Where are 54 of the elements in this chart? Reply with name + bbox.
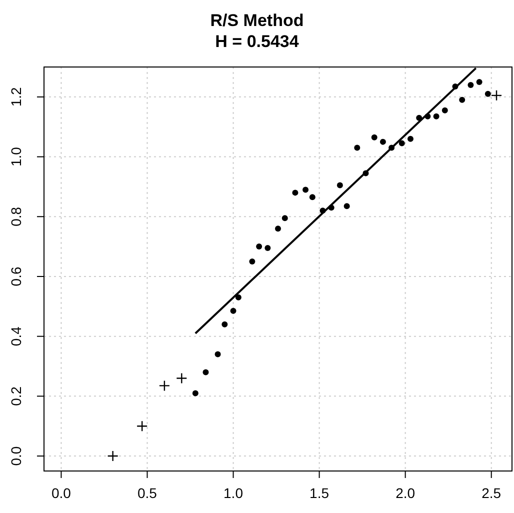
point [202,369,209,376]
point [416,114,422,121]
x-tick-label: 2.0 [396,484,416,501]
point [235,294,242,300]
point [309,194,316,200]
point [275,226,281,232]
point [336,182,343,188]
chart-subtitle: H = 0.5434 [214,31,300,52]
chart-title: R/S Method [209,10,305,31]
point [354,144,360,151]
x-tick-label: 1.5 [310,484,330,501]
point [433,113,440,120]
y-tick-label: 1.2 [8,86,24,107]
point [476,78,482,85]
point [214,351,221,358]
point [459,96,466,103]
point [320,208,326,214]
point [388,144,395,151]
point [328,204,334,211]
point [424,113,431,120]
y-tick-label: 0.8 [8,206,24,226]
point [484,90,491,97]
point [398,140,405,146]
point [380,138,386,145]
point [256,244,262,250]
point [442,107,448,114]
x-tick-label: 2.5 [482,484,502,501]
point [192,390,198,396]
point [222,321,228,328]
y-tick-label: 0.0 [8,446,24,466]
x-tick-label: 0.0 [51,484,72,501]
y-tick-label: 0.6 [8,266,24,286]
point [249,258,256,265]
point [344,203,350,210]
point [302,186,309,193]
point [107,450,118,462]
y-tick-label: 1.0 [8,146,24,167]
y-tick-label: 0.2 [8,386,24,406]
point [282,215,288,222]
point [292,190,298,196]
point [371,134,378,140]
y-tick-label: 0.4 [8,326,24,346]
point [136,420,148,432]
point [468,82,474,88]
x-tick-label: 1.0 [224,484,244,501]
point [176,372,188,384]
point [264,245,271,252]
point [490,90,502,102]
point [407,136,414,142]
x-tick-label: 0.5 [138,484,158,501]
point [230,308,236,314]
point [362,170,369,176]
point [452,83,458,90]
point [158,380,170,392]
